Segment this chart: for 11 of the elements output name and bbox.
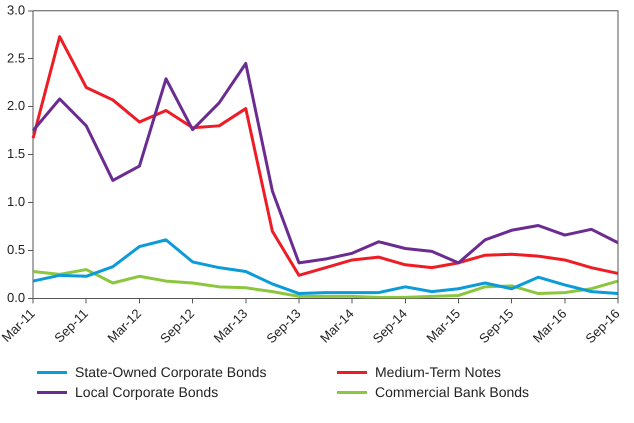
legend-label: Local Corporate Bonds	[75, 384, 218, 400]
y-tick-label: 0.5	[6, 242, 26, 257]
legend-label: Medium-Term Notes	[375, 364, 502, 380]
y-tick-label: 1.0	[6, 194, 26, 210]
y-tick-label: 2.5	[6, 50, 26, 66]
y-tick-label: 2.0	[6, 98, 26, 114]
y-tick-label: 0.0	[6, 290, 26, 305]
legend-label: State-Owned Corporate Bonds	[75, 364, 266, 380]
y-tick-label: 1.5	[6, 146, 26, 162]
y-tick-label: 3.0	[6, 2, 26, 18]
legend-label: Commercial Bank Bonds	[375, 384, 530, 400]
